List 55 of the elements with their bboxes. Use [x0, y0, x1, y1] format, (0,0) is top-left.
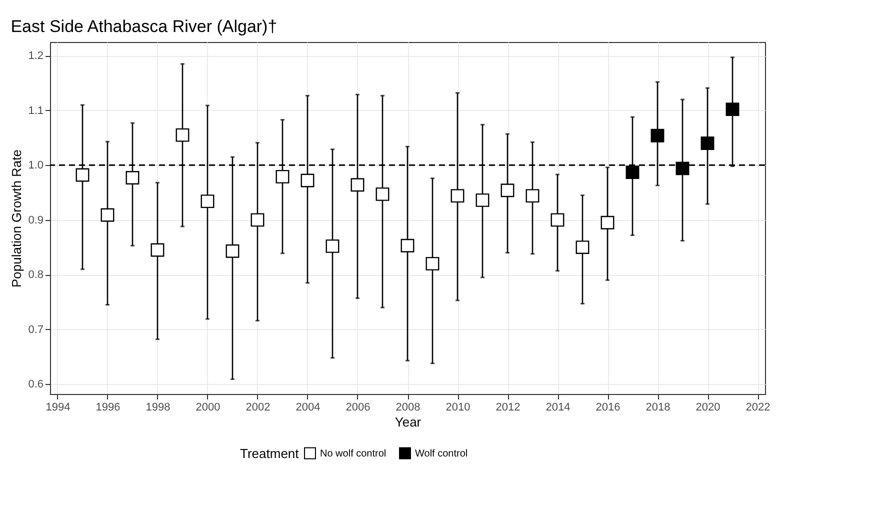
point — [100, 208, 114, 222]
legend-label: No wolf control — [320, 448, 386, 460]
chart-title: East Side Athabasca River (Algar)† — [10, 17, 278, 36]
x-tick-label: 1998 — [146, 402, 170, 414]
point — [526, 189, 540, 203]
point — [400, 238, 414, 252]
x-tick-label: 2010 — [446, 402, 470, 414]
point — [650, 128, 664, 142]
point — [76, 168, 90, 182]
x-tick-label: 2000 — [196, 402, 220, 414]
x-tick-label: 2002 — [246, 402, 270, 414]
y-tick-label: 1.2 — [28, 50, 44, 62]
point — [700, 136, 714, 150]
x-tick-label: 2016 — [596, 402, 620, 414]
point — [450, 189, 464, 203]
y-tick-label: 1.0 — [28, 160, 44, 172]
x-tick-label: 2014 — [546, 402, 570, 414]
point — [276, 170, 290, 184]
x-tick-label: 1994 — [46, 402, 70, 414]
x-tick-label: 2022 — [746, 402, 770, 414]
point — [550, 213, 564, 227]
y-tick-label: 1.1 — [28, 104, 44, 117]
x-tick-label: 2018 — [646, 402, 670, 414]
y-tick-label: 0.7 — [28, 324, 44, 336]
point — [426, 256, 440, 270]
point — [600, 216, 614, 230]
point — [326, 239, 340, 253]
x-tick-label: 2008 — [396, 402, 420, 414]
point — [150, 243, 164, 257]
y-tick-label: 0.6 — [28, 378, 44, 391]
x-tick-label: 2012 — [496, 402, 520, 414]
point — [576, 240, 590, 254]
point — [226, 244, 240, 258]
point — [500, 184, 514, 198]
point — [726, 102, 740, 116]
point — [126, 171, 140, 184]
y-tick-label: 0.9 — [28, 214, 44, 226]
point — [626, 166, 640, 180]
x-tick-label: 2004 — [296, 402, 320, 414]
point — [476, 193, 490, 207]
point — [376, 187, 390, 201]
point — [300, 174, 314, 188]
point — [676, 162, 690, 176]
point — [176, 128, 190, 142]
x-tick-label: 2006 — [346, 402, 370, 414]
point — [250, 213, 264, 227]
x-axis-title: Year — [394, 414, 422, 430]
point — [200, 194, 214, 208]
x-tick-label: 2020 — [696, 402, 720, 414]
y-tick-label: 0.8 — [28, 269, 44, 282]
legend-label: Wolf control — [415, 448, 468, 460]
y-axis-title: Population Growth Rate — [9, 149, 24, 288]
x-tick-label: 1996 — [96, 402, 120, 414]
legend-title: Treatment — [240, 446, 300, 461]
point — [350, 178, 364, 192]
